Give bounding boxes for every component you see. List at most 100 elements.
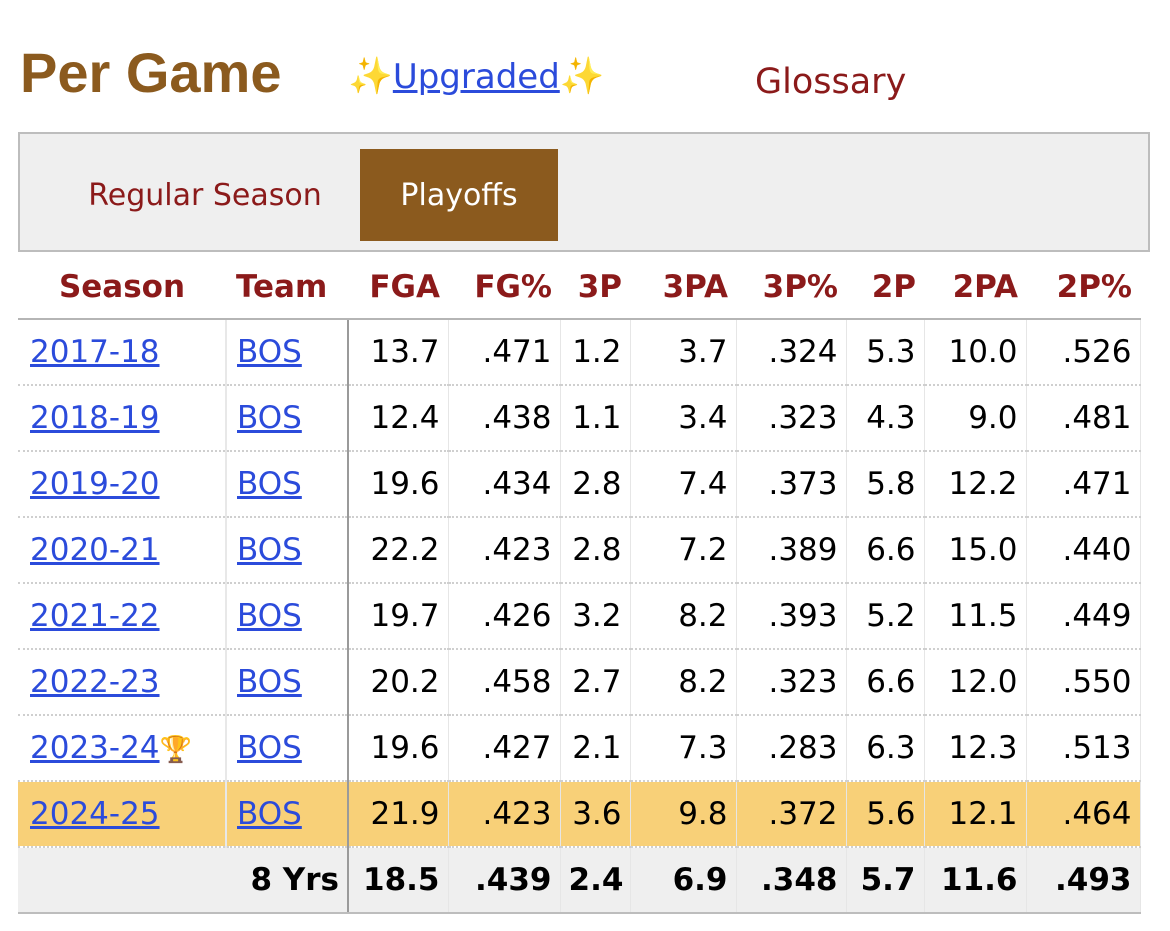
tab-playoffs[interactable]: Playoffs [360,149,558,241]
column-header-2pa[interactable]: 2PA [924,256,1026,320]
team-link[interactable]: BOS [237,466,302,502]
stat-cell: 9.0 [924,385,1027,452]
stat-cell: 12.1 [924,781,1027,848]
season-link[interactable]: 2020-21 [30,532,160,568]
stat-cell: 2.1 [560,715,631,782]
stat-cell: .323 [736,649,847,716]
column-header-fga[interactable]: FGA [348,256,448,320]
stat-cell: 7.2 [630,517,737,584]
glossary-link[interactable]: Glossary [755,62,907,102]
stat-cell: .434 [448,451,561,518]
team-link[interactable]: BOS [237,532,302,568]
season-link[interactable]: 2017-18 [30,334,160,370]
stat-cell: 10.0 [924,319,1027,386]
stat-cell: 20.2 [348,649,449,716]
column-header-3p[interactable]: 3P [560,256,630,320]
stat-cell: .389 [736,517,847,584]
stat-cell: .458 [448,649,561,716]
stat-cell: .526 [1026,319,1141,386]
stat-cell: .513 [1026,715,1141,782]
stat-cell: .323 [736,385,847,452]
column-header-2p[interactable]: 2P [846,256,924,320]
total-cell: 18.5 [348,847,449,914]
table-row: 2017-18 BOS 13.7 .471 1.2 3.7 .324 5.3 1… [18,319,1141,386]
season-link[interactable]: 2019-20 [30,466,160,502]
table-row: 2021-22 BOS 19.7 .426 3.2 8.2 .393 5.2 1… [18,583,1141,650]
stat-cell: 5.8 [846,451,925,518]
season-link[interactable]: 2022-23 [30,664,160,700]
stat-cell: 9.8 [630,781,737,848]
total-cell: .348 [736,847,847,914]
stat-cell: 4.3 [846,385,925,452]
stat-cell: 12.4 [348,385,449,452]
stat-cell: .440 [1026,517,1141,584]
stat-cell: .372 [736,781,847,848]
stat-cell: 1.2 [560,319,631,386]
total-cell: .493 [1026,847,1141,914]
sparkles-icon: ✨ [559,56,605,97]
table-row: 2020-21 BOS 22.2 .423 2.8 7.2 .389 6.6 1… [18,517,1141,584]
stat-cell: 6.6 [846,517,925,584]
stat-cell: 5.3 [846,319,925,386]
stat-cell: 5.6 [846,781,925,848]
season-link[interactable]: 2018-19 [30,400,160,436]
stat-cell: 5.2 [846,583,925,650]
stat-cell: .373 [736,451,847,518]
stat-cell: 8.2 [630,649,737,716]
team-link[interactable]: BOS [237,400,302,436]
total-cell: 6.9 [630,847,737,914]
stat-cell: 12.0 [924,649,1027,716]
stat-cell: 3.2 [560,583,631,650]
column-header-fg-pct[interactable]: FG% [448,256,560,320]
team-link[interactable]: BOS [237,334,302,370]
stat-cell: 3.7 [630,319,737,386]
stat-cell: 19.6 [348,451,449,518]
stat-cell: .423 [448,517,561,584]
table-row: 2023-24🏆 BOS 19.6 .427 2.1 7.3 .283 6.3 … [18,715,1141,782]
stat-cell: 7.4 [630,451,737,518]
column-header-season[interactable]: Season [18,256,226,320]
career-total-row: 8 Yrs 18.5 .439 2.4 6.9 .348 5.7 11.6 .4… [18,847,1141,914]
page-title: Per Game [20,41,282,104]
stat-cell: .438 [448,385,561,452]
tab-regular-season[interactable]: Regular Season [88,177,322,213]
stat-cell: 3.4 [630,385,737,452]
stat-cell: 15.0 [924,517,1027,584]
column-header-3pa[interactable]: 3PA [630,256,736,320]
total-cell: 5.7 [846,847,925,914]
stat-cell: .550 [1026,649,1141,716]
upgraded-link[interactable]: Upgraded [392,57,560,97]
stat-cell: 2.8 [560,451,631,518]
stat-cell: .471 [1026,451,1141,518]
column-header-team[interactable]: Team [226,256,348,320]
team-link[interactable]: BOS [237,730,302,766]
column-header-2p-pct[interactable]: 2P% [1026,256,1140,320]
stat-cell: 3.6 [560,781,631,848]
per-game-table: Season Team FGA FG% 3P 3PA 3P% 2P 2PA 2P… [18,256,1141,914]
team-link[interactable]: BOS [237,598,302,634]
season-link[interactable]: 2021-22 [30,598,160,634]
table-row: 2022-23 BOS 20.2 .458 2.7 8.2 .323 6.6 1… [18,649,1141,716]
stat-cell: 11.5 [924,583,1027,650]
stat-cell: .426 [448,583,561,650]
season-link[interactable]: 2023-24 [30,730,160,766]
stat-cell: 1.1 [560,385,631,452]
team-link[interactable]: BOS [237,664,302,700]
page-header: Per Game ✨Upgraded✨ Glossary [0,0,1170,130]
total-cell: 11.6 [924,847,1027,914]
stat-cell: .471 [448,319,561,386]
total-cell: 2.4 [560,847,631,914]
stat-cell: 21.9 [348,781,449,848]
table-row-highlighted: 2024-25 BOS 21.9 .423 3.6 9.8 .372 5.6 1… [18,781,1141,848]
season-type-tabs: Regular Season Playoffs [18,132,1150,252]
stat-cell: .393 [736,583,847,650]
season-link[interactable]: 2024-25 [30,796,160,832]
stat-cell: 19.6 [348,715,449,782]
total-cell: .439 [448,847,561,914]
stat-cell: 8.2 [630,583,737,650]
stat-cell: .283 [736,715,847,782]
stat-cell: .449 [1026,583,1141,650]
column-header-3p-pct[interactable]: 3P% [736,256,846,320]
team-link[interactable]: BOS [237,796,302,832]
stat-cell: .324 [736,319,847,386]
